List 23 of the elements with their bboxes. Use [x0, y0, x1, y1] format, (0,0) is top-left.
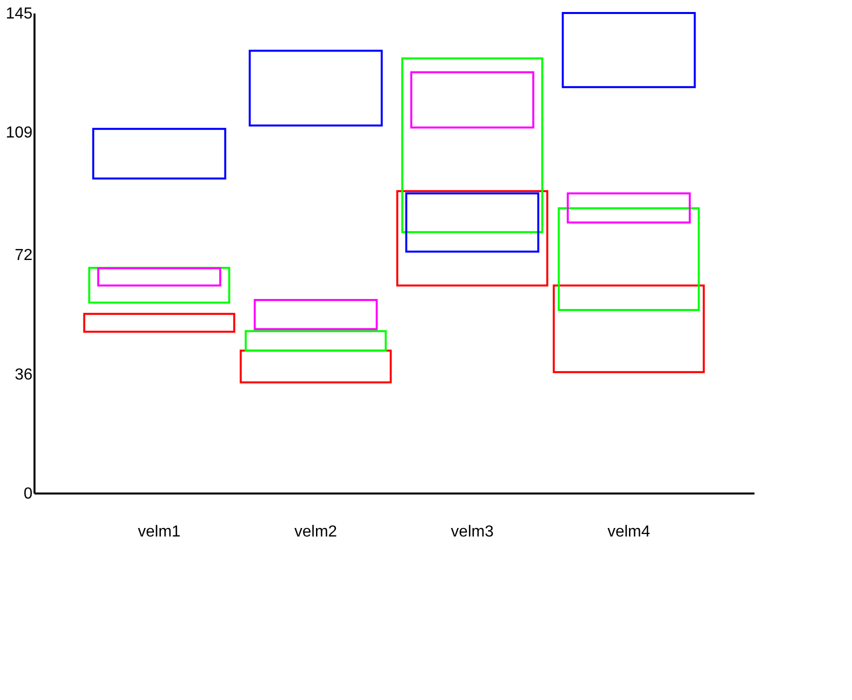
y-tick-label: 0	[24, 486, 33, 502]
bar	[566, 192, 691, 224]
bar	[396, 190, 548, 286]
y-tick-label: 109	[6, 124, 33, 142]
y-tick-label: 36	[14, 366, 33, 384]
x-tick-label: velm4	[607, 524, 650, 540]
bar	[92, 128, 226, 180]
bar	[248, 50, 383, 127]
y-tick-label: 72	[14, 247, 33, 264]
y-tick-label: 145	[6, 6, 33, 22]
bar	[254, 299, 378, 330]
bar	[562, 12, 696, 88]
bar	[405, 192, 540, 253]
x-tick-label: velm1	[138, 524, 181, 540]
bar	[97, 267, 222, 286]
bar	[83, 312, 236, 333]
x-tick-label: velm3	[450, 524, 494, 540]
bar	[244, 330, 387, 352]
bar	[410, 71, 534, 129]
bar	[558, 207, 700, 311]
bar	[552, 284, 705, 374]
x-tick-label: velm2	[294, 524, 338, 540]
bar	[401, 57, 544, 234]
